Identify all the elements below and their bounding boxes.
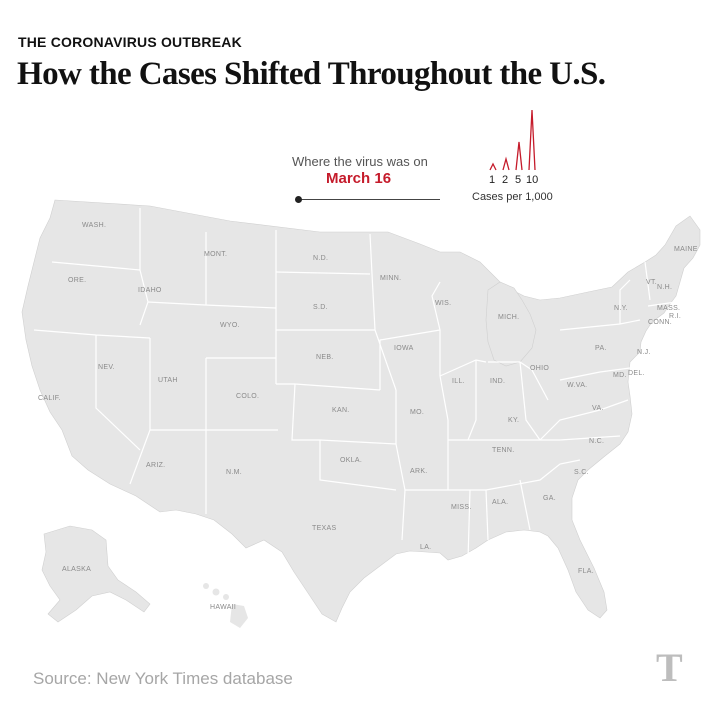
state-label-alaska: ALASKA <box>62 566 91 573</box>
kicker: THE CORONAVIRUS OUTBREAK <box>18 34 242 50</box>
state-label-ga: GA. <box>543 495 556 502</box>
state-label-nm: N.M. <box>226 469 242 476</box>
legend-spike-5 <box>515 141 523 171</box>
timeline-date: March 16 <box>326 170 392 187</box>
state-label-ny: N.Y. <box>614 305 628 312</box>
state-label-nc: N.C. <box>589 438 604 445</box>
legend-spike-2 <box>502 156 510 171</box>
state-label-fla: FLA. <box>578 568 594 575</box>
state-label-conn: CONN. <box>648 319 672 326</box>
state-label-mass: MASS. <box>657 305 680 312</box>
state-label-nj: N.J. <box>637 349 651 356</box>
state-label-va: VA. <box>592 405 604 412</box>
state-label-ill: ILL. <box>452 378 465 385</box>
state-label-mont: MONT. <box>204 251 227 258</box>
alaska-landmass <box>41 525 151 623</box>
source-note: Source: New York Times database <box>33 669 293 688</box>
state-label-ri: R.I. <box>669 313 681 320</box>
state-label-maine: MAINE <box>674 246 698 253</box>
state-labels: WASH. ORE. CALIF. IDAHO NEV. MONT. WYO. … <box>38 222 698 611</box>
state-label-sc: S.C. <box>574 469 589 476</box>
hawaii-islands <box>203 583 248 628</box>
state-label-ohio: OHIO <box>530 365 549 372</box>
state-label-ky: KY. <box>508 417 519 424</box>
state-label-nh: N.H. <box>657 284 672 291</box>
legend-caption: Cases per 1,000 <box>472 191 553 203</box>
state-label-wis: WIS. <box>435 300 451 307</box>
timeline-slider-track[interactable] <box>298 199 440 200</box>
state-label-neb: NEB. <box>316 354 334 361</box>
state-label-del: DEL. <box>628 370 645 377</box>
legend-value-1: 1 <box>489 174 496 186</box>
state-label-hawaii: HAWAII <box>210 604 236 611</box>
state-label-ariz: ARIZ. <box>146 462 165 469</box>
legend-spike-10 <box>528 109 536 171</box>
state-label-ore: ORE. <box>68 277 86 284</box>
legend-spike-1 <box>489 162 497 171</box>
state-label-nev: NEV. <box>98 364 115 371</box>
state-label-mich: MICH. <box>498 314 519 321</box>
state-label-tenn: TENN. <box>492 447 515 454</box>
timeline-prompt: Where the virus was on <box>292 154 428 169</box>
state-label-la: LA. <box>420 544 431 551</box>
state-label-nd: N.D. <box>313 255 328 262</box>
state-label-utah: UTAH <box>158 377 178 384</box>
state-label-texas: TEXAS <box>312 525 336 532</box>
us-landmass <box>21 199 701 623</box>
state-label-ark: ARK. <box>410 468 428 475</box>
state-label-wash: WASH. <box>82 222 106 229</box>
state-label-wyo: WYO. <box>220 322 240 329</box>
state-label-pa: PA. <box>595 345 607 352</box>
state-label-calif: CALIF. <box>38 395 61 402</box>
legend-spikes <box>489 109 536 171</box>
page-title: How the Cases Shifted Throughout the U.S… <box>17 56 606 92</box>
nyt-logo-icon: T <box>656 645 683 690</box>
state-label-iowa: IOWA <box>394 345 414 352</box>
state-label-miss: MISS. <box>451 504 472 511</box>
legend-value-5: 5 <box>515 174 522 186</box>
legend-value-10: 10 <box>526 174 539 186</box>
state-label-vt: VT. <box>646 279 657 286</box>
state-borders <box>33 208 677 561</box>
state-label-md: MD. <box>613 372 627 379</box>
legend-value-2: 2 <box>502 174 509 186</box>
michigan-peninsula <box>485 281 537 367</box>
state-label-wva: W.VA. <box>567 382 587 389</box>
state-label-mo: MO. <box>410 409 424 416</box>
state-label-ind: IND. <box>490 378 505 385</box>
state-label-minn: MINN. <box>380 275 401 282</box>
state-label-okla: OKLA. <box>340 457 362 464</box>
timeline-slider-handle[interactable] <box>295 196 302 203</box>
state-label-idaho: IDAHO <box>138 287 162 294</box>
state-label-kan: KAN. <box>332 407 350 414</box>
state-label-colo: COLO. <box>236 393 259 400</box>
state-label-ala: ALA. <box>492 499 508 506</box>
state-label-sd: S.D. <box>313 304 328 311</box>
